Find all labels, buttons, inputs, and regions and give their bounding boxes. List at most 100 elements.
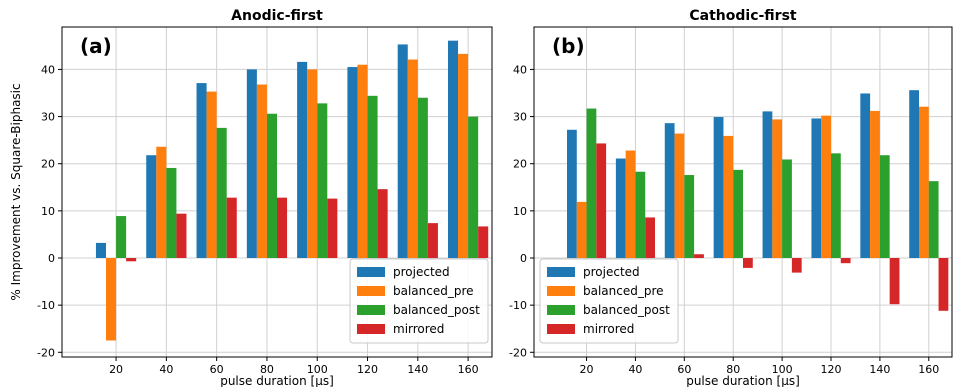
bar-projected-80 [713, 117, 724, 259]
bar-balanced_pre-80 [723, 135, 734, 258]
y-tick-label: 30 [513, 111, 527, 124]
bar-mirrored-40 [176, 213, 187, 258]
x-tick-label: 100 [307, 363, 328, 376]
bar-projected-100 [762, 111, 773, 258]
bar-projected-40 [146, 155, 157, 258]
bar-balanced_pre-100 [772, 119, 783, 259]
y-tick-label: 30 [41, 111, 55, 124]
bar-balanced_pre-160 [919, 106, 929, 259]
bar-mirrored-140 [889, 258, 900, 305]
bar-balanced_post-120 [831, 153, 841, 258]
bar-projected-20 [95, 242, 107, 258]
legend-label: balanced_pre [393, 284, 474, 298]
legend-label: balanced_post [393, 303, 480, 317]
bar-mirrored-160 [478, 226, 489, 258]
plot-frame [533, 26, 953, 358]
panel-label: (a) [80, 34, 112, 58]
legend-label: projected [393, 265, 450, 279]
bar-balanced_pre-140 [870, 110, 880, 259]
bar-projected-160 [909, 90, 919, 259]
y-axis-label: % Improvement vs. Square-Biphasic [9, 83, 23, 300]
bar-projected-140 [397, 44, 408, 258]
bar-balanced_pre-60 [674, 133, 685, 258]
y-tick-label: 10 [513, 205, 527, 218]
bar-balanced_post-160 [928, 181, 939, 258]
x-tick-label: 80 [726, 363, 740, 376]
bar-balanced_pre-120 [821, 115, 831, 258]
legend-swatch-balanced_pre [357, 286, 385, 296]
y-tick-label: 20 [41, 158, 55, 171]
bar-mirrored-80 [277, 197, 288, 258]
bar-balanced_post-100 [317, 103, 328, 258]
y-tick-label: 40 [513, 63, 527, 76]
bar-projected-100 [297, 61, 308, 259]
legend-swatch-projected [357, 267, 385, 277]
y-tick-label: 20 [513, 158, 527, 171]
y-tick-label: 0 [520, 252, 527, 265]
bar-balanced_post-80 [266, 113, 277, 258]
bar-balanced_pre-40 [156, 146, 167, 258]
bar-projected-120 [811, 118, 822, 258]
bar-balanced_post-140 [879, 155, 890, 258]
legend-swatch-mirrored [357, 324, 385, 334]
bar-balanced_post-60 [684, 175, 695, 258]
panel-1: -20 -10 0 10 20 30 40 20 40 60 80 100 120 140 160 Catho… [509, 8, 953, 387]
bar-balanced_pre-100 [307, 69, 318, 258]
x-tick-label: 80 [260, 363, 274, 376]
bar-balanced_post-80 [733, 169, 743, 258]
bar-balanced_post-120 [367, 95, 378, 258]
bar-mirrored-20 [596, 143, 607, 258]
legend-swatch-balanced_post [547, 305, 575, 315]
plot-frame [61, 26, 493, 358]
bar-mirrored-60 [694, 254, 704, 258]
bar-projected-60 [196, 83, 207, 258]
bar-balanced_pre-60 [206, 91, 217, 258]
bar-projected-80 [246, 69, 257, 258]
y-tick-label: -20 [37, 346, 55, 359]
x-tick-label: 140 [407, 363, 428, 376]
bar-mirrored-100 [327, 198, 338, 258]
legend-label: balanced_pre [583, 284, 664, 298]
x-tick-label: 140 [869, 363, 890, 376]
bar-mirrored-140 [427, 223, 438, 258]
x-tick-label: 120 [821, 363, 842, 376]
chart-title: Anodic-first [231, 8, 323, 24]
y-tick-label: -20 [509, 346, 527, 359]
x-tick-label: 20 [580, 363, 594, 376]
bar-balanced_pre-20 [576, 201, 587, 258]
bar-projected-160 [447, 40, 459, 258]
bar-balanced_post-20 [116, 216, 127, 258]
panel-label: (b) [552, 34, 585, 58]
x-tick-label: 40 [628, 363, 642, 376]
x-tick-label: 40 [159, 363, 173, 376]
bar-mirrored-60 [226, 197, 237, 258]
legend: projected balanced_pre balanced_postmirror… [539, 258, 679, 344]
bar-balanced_post-40 [635, 171, 646, 258]
legend-label: mirrored [393, 322, 444, 336]
x-axis-label: pulse duration [μs] [686, 374, 800, 387]
bar-balanced_pre-140 [407, 59, 418, 259]
bar-balanced_pre-120 [357, 64, 368, 258]
legend-swatch-balanced_pre [547, 286, 575, 296]
bar-projected-140 [860, 93, 871, 258]
legend-swatch-mirrored [547, 324, 575, 334]
legend-swatch-projected [547, 267, 575, 277]
y-tick-label: -10 [509, 299, 527, 312]
bar-mirrored-120 [377, 189, 388, 258]
y-tick-label: 0 [48, 252, 55, 265]
bar-balanced_pre-160 [458, 53, 469, 258]
bar-mirrored-20 [126, 258, 137, 262]
bar-balanced_pre-40 [625, 150, 636, 258]
bar-projected-20 [567, 129, 577, 258]
bar-balanced_post-40 [166, 167, 177, 258]
bar-balanced_post-100 [782, 159, 792, 258]
legend-box [539, 258, 679, 344]
bar-projected-120 [347, 67, 358, 258]
bar-projected-60 [664, 123, 675, 259]
x-tick-label: 160 [458, 363, 479, 376]
bar-balanced_post-160 [468, 116, 479, 258]
x-tick-label: 120 [357, 363, 378, 376]
chart-title: Cathodic-first [689, 8, 797, 24]
bar-mirrored-160 [938, 258, 949, 311]
y-tick-label: 40 [41, 63, 55, 76]
